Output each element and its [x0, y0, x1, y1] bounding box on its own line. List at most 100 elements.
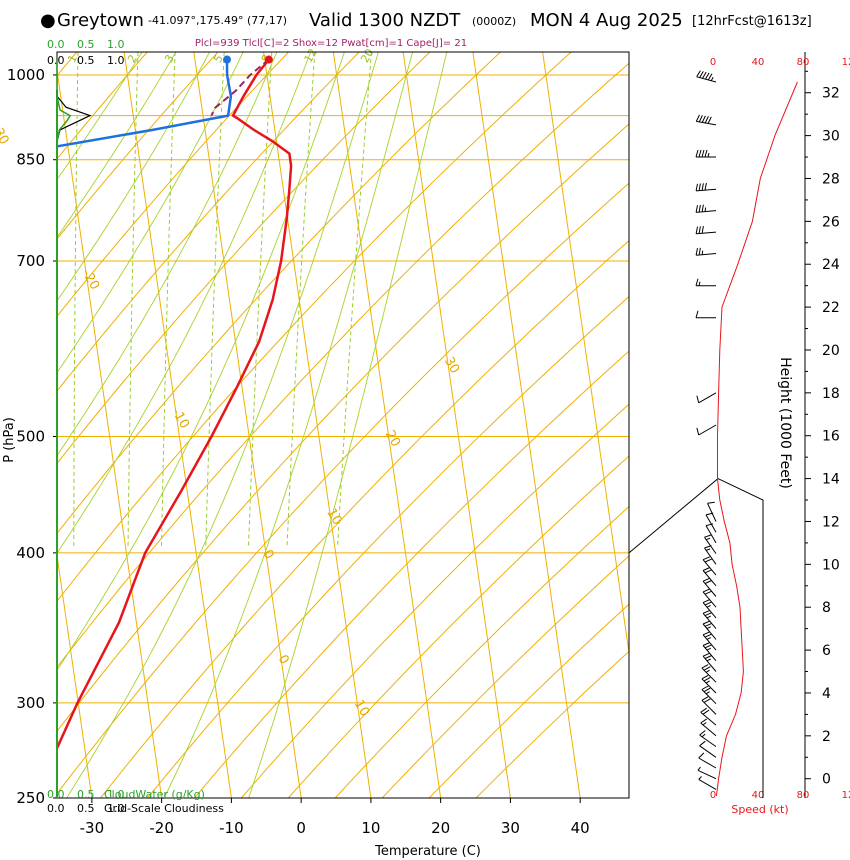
pressure-tick-label: 1000 [7, 66, 45, 84]
wind-barb [707, 501, 717, 522]
height-tick-label: 16 [822, 429, 840, 445]
cloudwater-bottom-tick: 0.5 [77, 788, 95, 801]
mixing-ratio-line [337, 52, 372, 547]
moist-adiabat-line [163, 52, 414, 798]
wind-barb [705, 523, 717, 544]
wind-panel-boundary [628, 478, 764, 798]
wind-barb [702, 556, 717, 576]
pressure-tick-label: 500 [16, 427, 45, 445]
dry-adiabat-line [57, 52, 289, 318]
wind-barb [702, 609, 717, 629]
moist-adiabat-line [248, 52, 448, 798]
speed-bottom-tick-label: 12 [842, 790, 850, 801]
wind-barb [695, 182, 717, 192]
speed-bottom-tick-label: 0 [710, 790, 716, 801]
mixing-ratio-line [205, 52, 225, 547]
cloudwater-line [56, 59, 72, 142]
moist-adiabat-line [57, 52, 278, 457]
isotherm-line [402, 52, 511, 798]
wind-barb [702, 631, 717, 651]
mixing-ratio-line [127, 52, 139, 547]
wind-barb [695, 310, 716, 319]
dry-adiabat-line [57, 52, 360, 392]
cloudwater-bottom-tick: 1.0 [107, 788, 125, 801]
valid-time: Valid 1300 NZDT [309, 10, 461, 31]
mixing-ratio-line [161, 52, 176, 547]
height-tick-label: 32 [822, 86, 840, 102]
height-tick-label: 2 [822, 729, 831, 745]
mixing-ratio-label: 12 [302, 46, 320, 65]
dry-adiabat-line [194, 350, 629, 798]
height-tick-label: 18 [822, 386, 840, 402]
isotherm-label: 10 [323, 506, 344, 528]
wind-barb [698, 752, 717, 769]
isotherm-label: -30 [0, 122, 12, 148]
isotherm-line [57, 552, 93, 798]
height-tick-label: 8 [822, 600, 831, 616]
wind-barb [702, 620, 717, 640]
wind-barb [702, 599, 717, 619]
cloudwater-label: CloudWater (g/Kg) [104, 788, 205, 801]
wind-barb [698, 776, 717, 790]
moist-adiabat-line [57, 52, 244, 374]
wind-barb [696, 70, 717, 83]
wind-barb [704, 534, 717, 554]
height-tick-label: 30 [822, 129, 840, 145]
isotherm-line [123, 52, 232, 798]
wind-barb [701, 685, 717, 705]
dry-adiabat-line [57, 62, 629, 669]
dry-adiabat-line [57, 52, 219, 240]
moist-adiabat-line [57, 52, 143, 181]
surface-temperature-dot [264, 55, 273, 64]
dewpoint-line [57, 59, 233, 165]
wind-barb [695, 226, 717, 235]
dry-adiabat-line [57, 182, 629, 795]
speed-top-tick-label: 0 [710, 57, 716, 68]
temperature-tick-label: -30 [80, 819, 105, 837]
moist-adiabat-line [66, 52, 379, 798]
utc-time: (0000Z) [472, 15, 517, 28]
indices-line: Plcl=939 Tlcl[C]=2 Shox=12 Pwat[cm]=1 Ca… [195, 38, 467, 49]
isotherm-label: 10 [351, 697, 372, 719]
pressure-tick-label: 700 [16, 252, 45, 270]
wind-barb [702, 588, 717, 608]
wind-barb [701, 664, 717, 683]
speed-axis-title: Speed (kt) [731, 803, 788, 816]
location-name: Greytown [57, 10, 144, 31]
cloudiness-bottom-tick: 0.5 [77, 802, 95, 815]
pressure-tick-label: 250 [16, 789, 45, 807]
moist-adiabat-line [57, 52, 345, 672]
cloudwater-top-tick: 0.0 [47, 38, 65, 51]
height-tick-label: 14 [822, 472, 840, 488]
isotherm-line [57, 67, 163, 798]
dry-adiabat-line [57, 52, 572, 603]
dry-adiabat-line [100, 239, 629, 798]
height-tick-label: 10 [822, 557, 840, 573]
speed-bottom-tick-label: 80 [797, 790, 810, 801]
dry-adiabat-line [57, 52, 431, 465]
height-tick-label: 20 [822, 343, 840, 359]
parcel-line [210, 58, 270, 117]
wind-barb [700, 707, 717, 726]
height-tick-label: 4 [822, 686, 831, 702]
temperature-tick-label: -10 [219, 819, 244, 837]
isotherm-line [332, 52, 442, 798]
forecast-run: [12hrFcst@1613z] [692, 14, 812, 29]
cloudiness-top-tick: 0.5 [77, 54, 95, 67]
height-tick-label: 24 [822, 257, 840, 273]
wind-barb [696, 392, 717, 404]
wind-panel: 0246810121416182022242628303200404080801… [628, 52, 850, 801]
cloudiness-top-tick: 1.0 [107, 54, 125, 67]
dry-adiabat-line [287, 455, 629, 798]
moist-adiabat-line [57, 52, 210, 302]
axes: 250 300 400 500 700 850 1000 -30 -20 -10 0 10 20 30 40… [7, 38, 630, 837]
forecast-date: MON 4 Aug 2025 [530, 10, 683, 31]
temperature-tick-label: 30 [501, 819, 520, 837]
pressure-tick-label: 300 [16, 694, 45, 712]
wind-barb [699, 730, 717, 748]
wind-barb [695, 149, 716, 158]
dry-adiabat-line [381, 555, 629, 798]
sounding-profiles [57, 55, 293, 752]
wind-speed-line [715, 81, 798, 796]
